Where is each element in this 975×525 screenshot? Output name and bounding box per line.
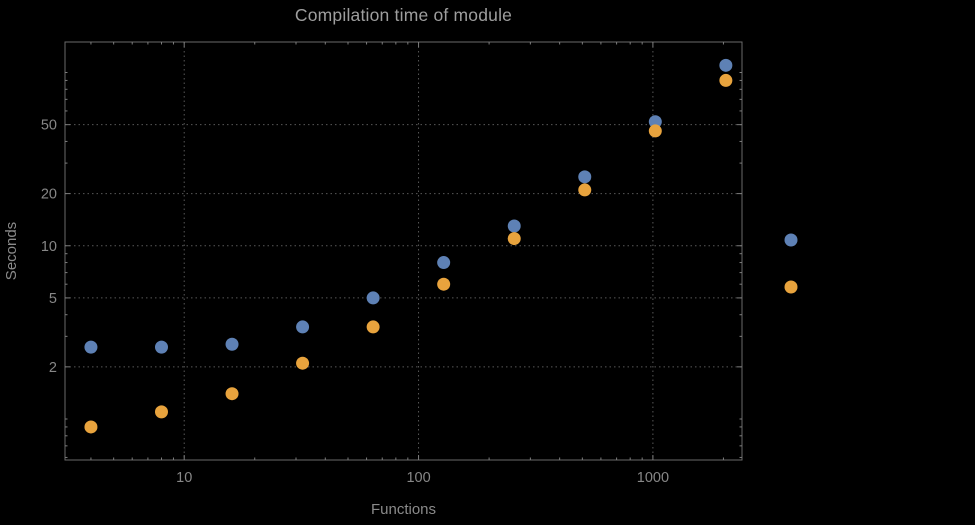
data-point-blue [507, 219, 521, 233]
data-point-blue [437, 256, 451, 270]
data-point-blue [578, 170, 592, 184]
x-axis-label: Functions [370, 501, 437, 518]
data-point-orange [648, 124, 662, 138]
data-point-blue [648, 115, 662, 129]
y-tick-label: 2 [49, 360, 57, 376]
y-tick-label: 10 [41, 239, 57, 255]
y-tick-label: 5 [49, 291, 57, 307]
plot-frame [64, 41, 743, 461]
x-tick-label: 100 [406, 470, 430, 486]
data-point-blue [84, 340, 98, 354]
data-point-orange [437, 277, 451, 291]
data-point-orange [296, 356, 310, 370]
legend-marker-orange [784, 280, 798, 294]
data-point-orange [719, 73, 733, 87]
data-point-orange [366, 320, 380, 334]
y-tick-label: 20 [41, 187, 57, 203]
data-point-blue [225, 337, 239, 351]
data-point-orange [225, 387, 239, 401]
y-axis-label: Seconds [3, 221, 20, 281]
data-point-blue [154, 340, 168, 354]
data-point-blue [719, 58, 733, 72]
data-point-blue [366, 291, 380, 305]
data-point-orange [507, 232, 521, 246]
y-tick-label: 50 [41, 118, 57, 134]
chart-title: Compilation time of module [294, 5, 513, 25]
data-point-blue [296, 320, 310, 334]
legend-marker-blue [784, 233, 798, 247]
x-tick-label: 1000 [637, 470, 669, 486]
x-tick-label: 10 [176, 470, 192, 486]
data-point-orange [578, 183, 592, 197]
data-point-orange [154, 405, 168, 419]
data-point-orange [84, 420, 98, 434]
